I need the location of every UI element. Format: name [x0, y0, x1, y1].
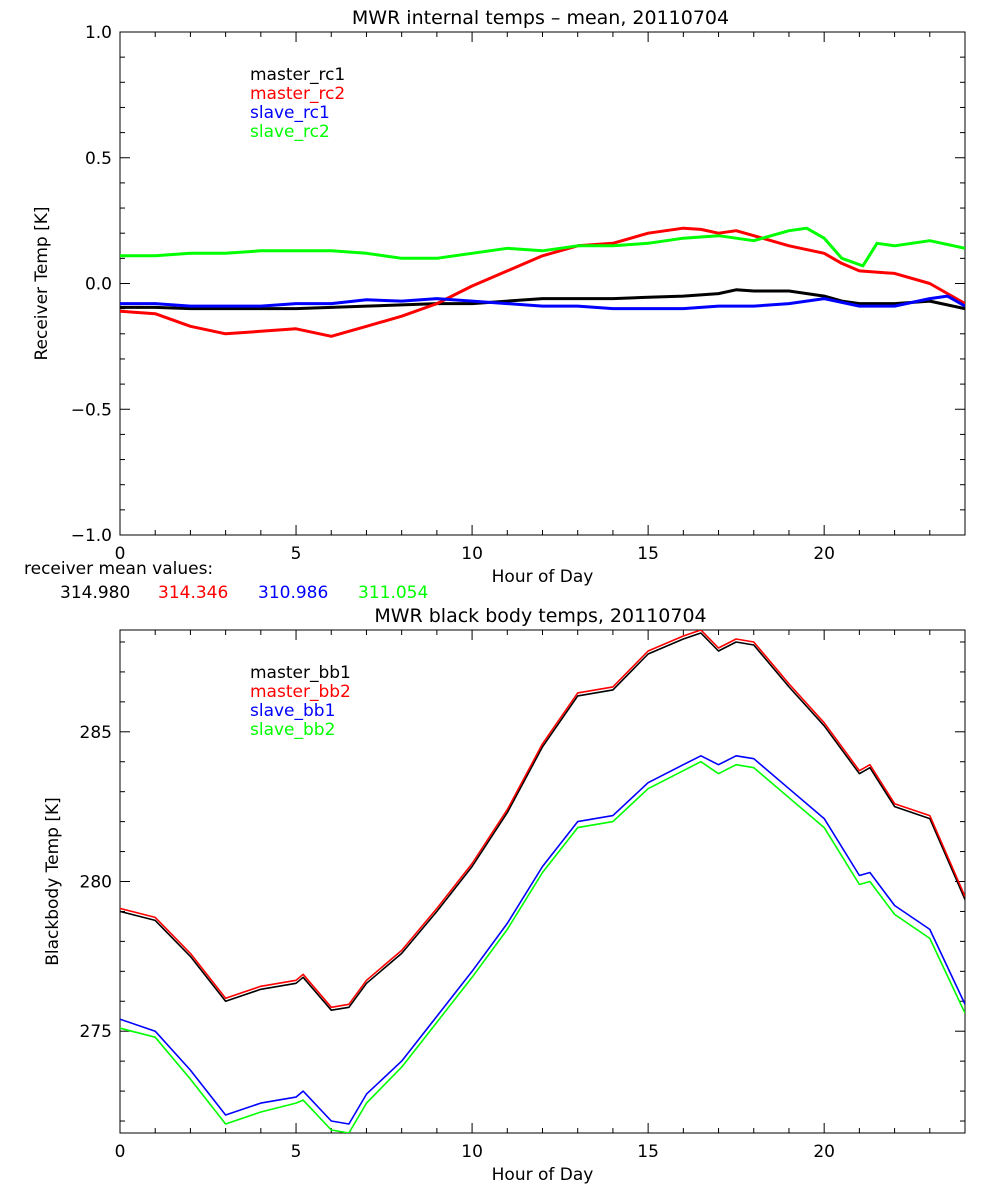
legend-entry: slave_bb1 — [250, 701, 335, 721]
y-tick-label: 0.5 — [85, 149, 112, 169]
plot-frame — [119, 31, 966, 536]
series-line-slave-bb1 — [120, 754, 965, 1125]
x-tick-label: 10 — [461, 544, 483, 564]
y-tick-label: 0.0 — [85, 275, 112, 295]
y-tick-label: 275 — [80, 1022, 112, 1042]
legend-entry: master_rc1 — [250, 65, 345, 85]
legend-entry: master_bb2 — [250, 682, 351, 702]
receiver-mean-value: 314.346 — [158, 583, 228, 603]
x-tick-label: 20 — [813, 544, 835, 564]
y-tick-label: −1.0 — [71, 526, 112, 546]
legend-entry: master_rc2 — [250, 84, 345, 104]
x-tick-label: 10 — [461, 1142, 483, 1162]
x-axis-label: Hour of Day — [492, 1165, 594, 1185]
y-tick-label: 285 — [80, 723, 112, 743]
x-tick-label: 15 — [637, 1142, 659, 1162]
series-line-slave-rc2 — [120, 226, 965, 268]
x-tick-label: 0 — [115, 1142, 126, 1162]
legend-entry: slave_rc1 — [250, 103, 330, 123]
x-tick-label: 15 — [637, 544, 659, 564]
series-line-master-rc1 — [120, 288, 965, 311]
receiver-mean-value: 310.986 — [258, 583, 328, 603]
series-group — [120, 630, 965, 1133]
receiver-mean-label: receiver mean values: — [24, 559, 213, 579]
y-tick-label: −0.5 — [71, 400, 112, 420]
x-tick-label: 0 — [115, 544, 126, 564]
series-line-master-bb1 — [120, 632, 965, 1012]
receiver-mean-values: receiver mean values: 314.980 314.346 31… — [24, 559, 428, 603]
y-tick-label: 280 — [80, 873, 112, 893]
x-tick-label: 20 — [813, 1142, 835, 1162]
x-tick-label: 5 — [291, 544, 302, 564]
x-axis-label: Hour of Day — [492, 567, 594, 587]
receiver-mean-value: 314.980 — [60, 583, 130, 603]
series-line-master-rc2 — [120, 226, 965, 338]
plot-frame — [119, 629, 966, 1134]
chart-title: MWR internal temps – mean, 20110704 — [352, 7, 729, 29]
series-group — [120, 226, 965, 338]
y-axis-label: Receiver Temp [K] — [32, 206, 52, 360]
series-line-master-bb2 — [120, 630, 965, 1009]
receiver-temp-chart: MWR internal temps – mean, 20110704 0 5 10 1… — [32, 7, 966, 587]
legend-entry: slave_bb2 — [250, 720, 335, 740]
legend-entry: slave_rc2 — [250, 122, 330, 142]
series-line-slave-bb2 — [120, 760, 965, 1133]
series-line-slave-rc1 — [120, 294, 965, 311]
legend-entry: master_bb1 — [250, 663, 351, 683]
blackbody-temp-chart: MWR black body temps, 20110704 0 5 10 15 20 27… — [43, 605, 966, 1185]
chart-title: MWR black body temps, 20110704 — [374, 605, 706, 627]
y-axis-label: Blackbody Temp [K] — [43, 797, 63, 966]
x-tick-label: 5 — [291, 1142, 302, 1162]
y-tick-label: 1.0 — [85, 23, 112, 43]
receiver-mean-value: 311.054 — [358, 583, 428, 603]
